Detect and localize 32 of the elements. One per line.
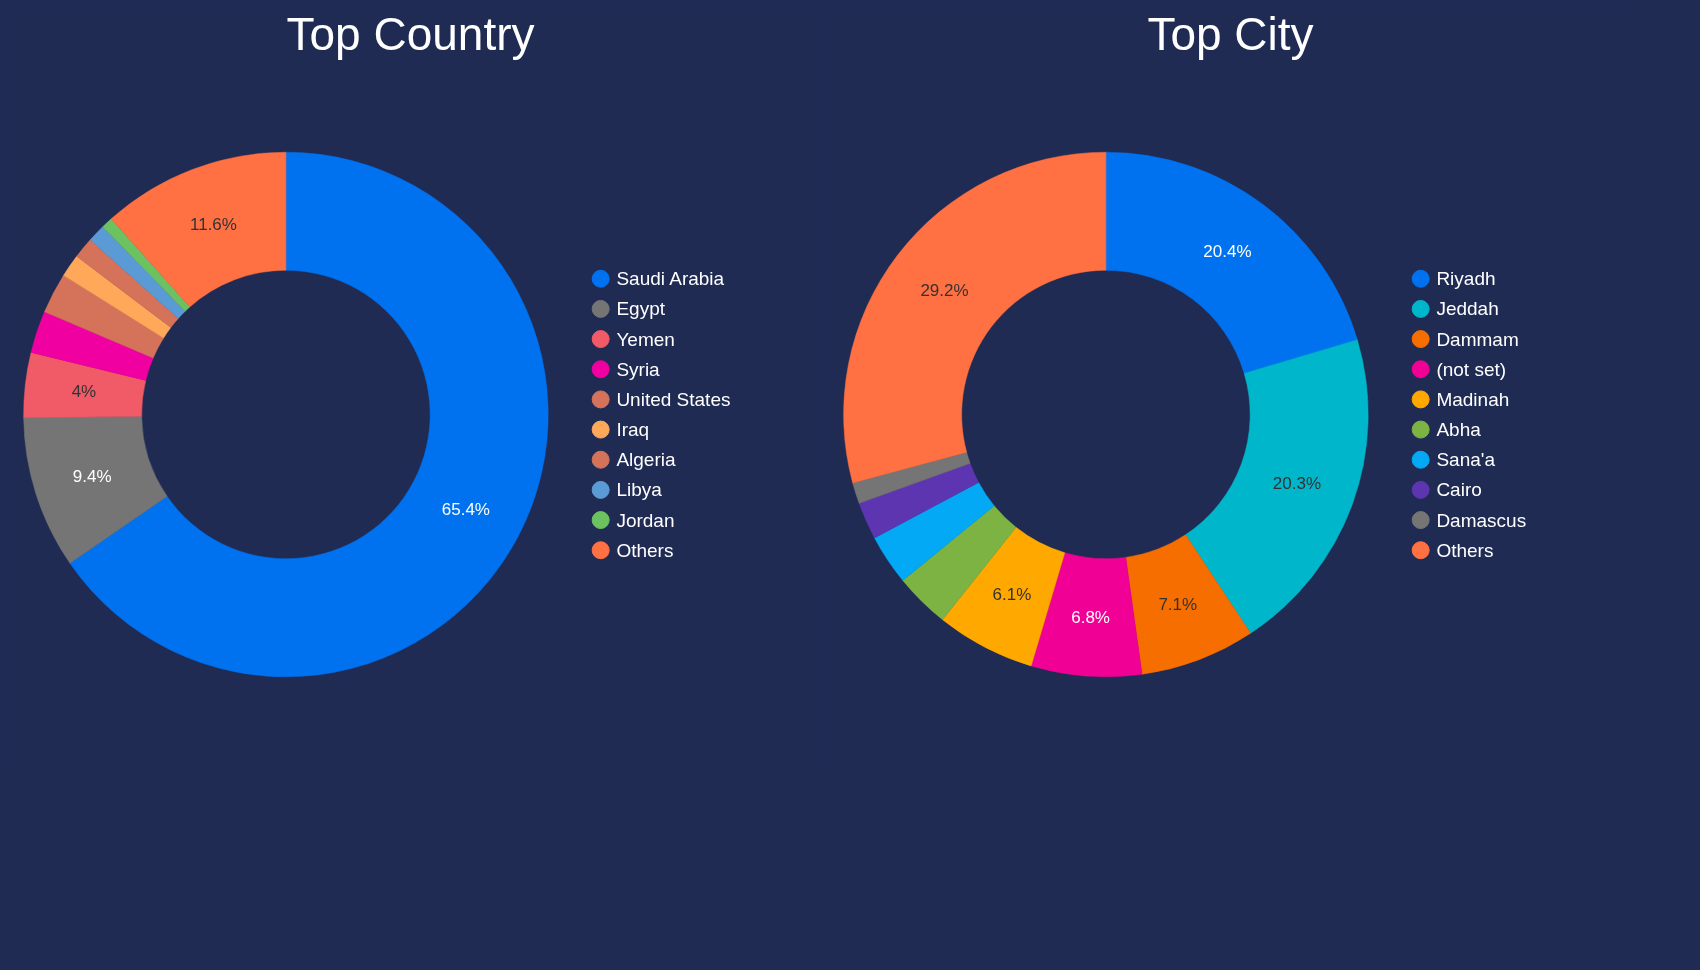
legend-label: Cairo	[1436, 479, 1482, 501]
legend-label: Yemen	[616, 328, 675, 350]
data-label: 29.2%	[920, 281, 969, 301]
legend-label: Libya	[616, 479, 663, 501]
data-label: 7.1%	[1158, 595, 1198, 615]
legend-label: Algeria	[616, 449, 676, 471]
legend-label: Saudi Arabia	[616, 268, 725, 290]
data-label: 6.8%	[1071, 607, 1110, 627]
data-label: 6.1%	[992, 585, 1032, 605]
data-label: 9.4%	[72, 466, 112, 486]
legend-label: Egypt	[616, 298, 666, 320]
data-label: 65.4%	[441, 499, 490, 519]
legend-label: Sana'a	[1436, 449, 1496, 471]
legend-label: Iraq	[616, 419, 650, 441]
legend-label: Damascus	[1436, 509, 1527, 531]
legend-label: Madinah	[1436, 388, 1510, 410]
data-label: 20.4%	[1203, 242, 1252, 262]
legend-label: Syria	[616, 358, 661, 380]
data-label: 4%	[71, 382, 97, 402]
chart-title: Top Country	[286, 7, 535, 60]
legend-label: Others	[1436, 539, 1494, 561]
legend-label: Abha	[1436, 419, 1482, 441]
data-label: 11.6%	[189, 215, 237, 235]
legend-label: Others	[616, 539, 674, 561]
data-label: 20.3%	[1272, 474, 1322, 494]
legend-label: Jeddah	[1436, 298, 1499, 320]
legend-label: Jordan	[616, 509, 675, 531]
legend-label: United States	[616, 388, 731, 410]
legend-label: Riyadh	[1436, 268, 1496, 290]
legend-label: (not set)	[1436, 358, 1507, 380]
legend-label: Dammam	[1436, 328, 1519, 350]
chart-title: Top City	[1147, 7, 1314, 60]
